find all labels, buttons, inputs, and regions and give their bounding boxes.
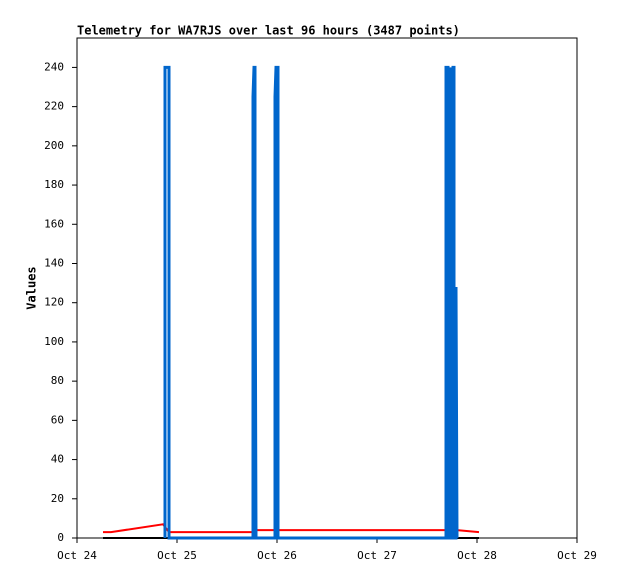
x-tick-label: Oct 25	[157, 549, 197, 562]
x-tick-label: Oct 27	[357, 549, 397, 562]
y-tick-label: 200	[44, 139, 64, 152]
y-tick-label: 60	[51, 413, 64, 426]
y-tick-label: 100	[44, 335, 64, 348]
x-tick-label: Oct 26	[257, 549, 297, 562]
y-axis-label: Values	[25, 266, 39, 309]
y-tick-label: 20	[51, 492, 64, 505]
y-tick-label: 240	[44, 60, 64, 73]
x-tick-label: Oct 24	[57, 549, 97, 562]
chart-title: Telemetry for WA7RJS over last 96 hours …	[77, 24, 460, 38]
y-tick-label: 0	[57, 531, 64, 544]
x-tick-label: Oct 29	[557, 549, 597, 562]
x-tick-label: Oct 28	[457, 549, 497, 562]
y-tick-label: 40	[51, 453, 64, 466]
series-line	[103, 523, 480, 534]
y-tick-label: 80	[51, 374, 64, 387]
y-tick-label: 120	[44, 296, 64, 309]
y-tick-label: 180	[44, 178, 64, 191]
y-tick-label: 160	[44, 217, 64, 230]
y-tick-label: 220	[44, 100, 64, 113]
series-line	[163, 65, 459, 540]
y-tick-label: 140	[44, 256, 64, 269]
